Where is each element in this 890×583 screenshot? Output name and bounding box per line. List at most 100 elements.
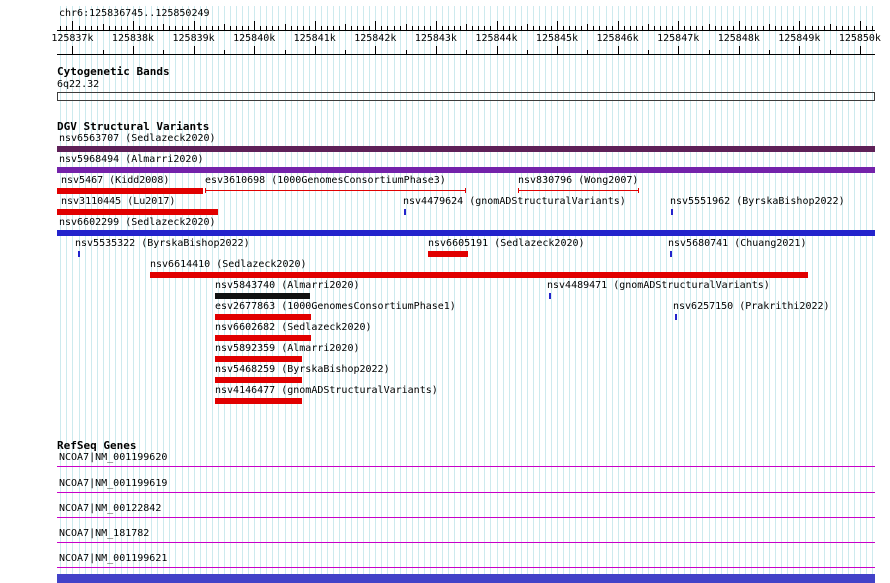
variant-label[interactable]: esv2677863 (1000GenomesConsortiumPhase1) bbox=[215, 301, 456, 312]
grid-line bbox=[351, 6, 353, 583]
ruler-tick bbox=[381, 26, 383, 30]
gene-label[interactable]: NCOA7|NM_001199621 bbox=[59, 553, 168, 564]
variant-label[interactable]: nsv5892359 (Almarri2020) bbox=[215, 343, 360, 354]
variant-label[interactable]: nsv6614410 (Sedlazeck2020) bbox=[150, 259, 307, 270]
gene-label[interactable]: NCOA7|NM_001199620 bbox=[59, 452, 168, 463]
grid-line bbox=[78, 6, 80, 583]
variant-bar[interactable] bbox=[215, 398, 302, 404]
variant-bar[interactable] bbox=[57, 146, 875, 152]
ruler-tick bbox=[163, 50, 165, 54]
ruler-tick bbox=[678, 46, 680, 54]
gene-line[interactable] bbox=[57, 492, 875, 493]
variant-bar[interactable] bbox=[57, 209, 218, 215]
horizontal-scrollbar[interactable] bbox=[57, 574, 875, 583]
variant-bar[interactable] bbox=[150, 272, 808, 278]
variant-label[interactable]: nsv6257150 (Prakrithi2022) bbox=[673, 301, 830, 312]
ruler-tick bbox=[423, 26, 425, 30]
variant-bar[interactable] bbox=[215, 356, 302, 362]
variant-bar[interactable] bbox=[428, 251, 468, 257]
variant-label[interactable]: nsv5467 (Kidd2008) bbox=[61, 175, 170, 186]
grid-line bbox=[660, 6, 661, 583]
gene-line[interactable] bbox=[57, 542, 875, 543]
ruler-tick bbox=[139, 26, 141, 30]
ruler-tick bbox=[557, 46, 558, 54]
ruler-tick bbox=[520, 26, 522, 30]
cytoband-name[interactable]: 6q22.32 bbox=[57, 79, 100, 90]
variant-label[interactable]: nsv5843740 (Almarri2020) bbox=[215, 280, 360, 291]
variant-label[interactable]: nsv6602682 (Sedlazeck2020) bbox=[215, 322, 372, 333]
ruler-tick bbox=[181, 26, 183, 30]
variant-point-tick[interactable] bbox=[549, 293, 551, 299]
variant-label[interactable]: nsv5535322 (ByrskaBishop2022) bbox=[75, 238, 250, 249]
variant-point-tick[interactable] bbox=[675, 314, 677, 320]
ruler-tick bbox=[496, 46, 498, 54]
variant-bar[interactable] bbox=[57, 167, 875, 173]
variant-point-tick[interactable] bbox=[670, 251, 672, 257]
variant-label[interactable]: nsv5551962 (ByrskaBishop2022) bbox=[670, 196, 845, 207]
variant-bar[interactable] bbox=[57, 188, 203, 194]
grid-line bbox=[635, 6, 637, 583]
variant-label[interactable]: nsv3110445 (Lu2017) bbox=[61, 196, 176, 207]
gene-label[interactable]: NCOA7|NM_181782 bbox=[59, 528, 150, 539]
grid-line bbox=[345, 6, 346, 583]
ruler-tick bbox=[133, 21, 134, 30]
ruler-tick bbox=[163, 24, 165, 30]
grid-line bbox=[199, 6, 201, 583]
ruler-tick bbox=[320, 26, 322, 30]
ruler-tick bbox=[799, 46, 801, 54]
variant-label[interactable]: nsv4146477 (gnomADStructuralVariants) bbox=[215, 385, 438, 396]
variant-span-line[interactable] bbox=[518, 188, 639, 193]
grid-line bbox=[666, 6, 668, 583]
grid-line bbox=[581, 6, 583, 583]
grid-line bbox=[193, 6, 195, 583]
gene-label[interactable]: NCOA7|NM_001199619 bbox=[59, 478, 168, 489]
ruler-tick bbox=[151, 26, 153, 30]
variant-bar[interactable] bbox=[215, 335, 311, 341]
ruler-tick bbox=[60, 26, 62, 30]
variant-label[interactable]: nsv4479624 (gnomADStructuralVariants) bbox=[403, 196, 626, 207]
grid-line bbox=[381, 6, 383, 583]
variant-label[interactable]: nsv5468259 (ByrskaBishop2022) bbox=[215, 364, 390, 375]
variant-bar[interactable] bbox=[215, 377, 302, 383]
gene-line[interactable] bbox=[57, 517, 875, 518]
ruler-tick bbox=[66, 26, 68, 30]
variant-label[interactable]: nsv5680741 (Chuang2021) bbox=[668, 238, 807, 249]
variant-bar[interactable] bbox=[215, 314, 311, 320]
cytoband-box[interactable] bbox=[57, 92, 875, 101]
variant-point-tick[interactable] bbox=[404, 209, 406, 215]
variant-label[interactable]: nsv830796 (Wong2007) bbox=[518, 175, 639, 186]
grid-line bbox=[811, 6, 813, 583]
variant-bar[interactable] bbox=[215, 293, 310, 299]
grid-line bbox=[872, 6, 873, 583]
ruler-tick bbox=[357, 26, 359, 30]
gene-line[interactable] bbox=[57, 567, 875, 568]
variant-label[interactable]: nsv5968494 (Almarri2020) bbox=[59, 154, 204, 165]
gene-label[interactable]: NCOA7|NM_00122842 bbox=[59, 503, 162, 514]
variant-label[interactable]: nsv6605191 (Sedlazeck2020) bbox=[428, 238, 585, 249]
grid-line bbox=[145, 6, 147, 583]
gene-line[interactable] bbox=[57, 466, 875, 467]
ruler-tick bbox=[666, 26, 668, 30]
grid-line bbox=[423, 6, 425, 583]
variant-label[interactable]: nsv4489471 (gnomADStructuralVariants) bbox=[547, 280, 770, 291]
ruler-tick-label: 125848k bbox=[717, 33, 760, 44]
variant-label[interactable]: nsv6602299 (Sedlazeck2020) bbox=[59, 217, 216, 228]
variant-point-tick[interactable] bbox=[671, 209, 673, 215]
ruler-tick bbox=[660, 26, 661, 30]
ruler-tick-label: 125849k bbox=[778, 33, 821, 44]
variant-span-line[interactable] bbox=[205, 188, 466, 193]
grid-line bbox=[696, 6, 698, 583]
section-title-refseq-genes: RefSeq Genes bbox=[57, 439, 137, 452]
ruler-tick bbox=[102, 50, 104, 54]
ruler-tick bbox=[708, 24, 710, 30]
variant-bar[interactable] bbox=[57, 230, 875, 236]
variant-point-tick[interactable] bbox=[78, 251, 80, 257]
variant-label[interactable]: nsv6563707 (Sedlazeck2020) bbox=[59, 133, 216, 144]
variant-label[interactable]: esv3610698 (1000GenomesConsortiumPhase3) bbox=[205, 175, 446, 186]
grid-line bbox=[120, 6, 122, 583]
section-title-dgv-structural-variants: DGV Structural Variants bbox=[57, 120, 210, 133]
ruler-tick-label: 125844k bbox=[475, 33, 518, 44]
ruler-tick bbox=[490, 26, 492, 30]
ruler-tick bbox=[605, 26, 607, 30]
ruler-tick bbox=[399, 26, 401, 30]
